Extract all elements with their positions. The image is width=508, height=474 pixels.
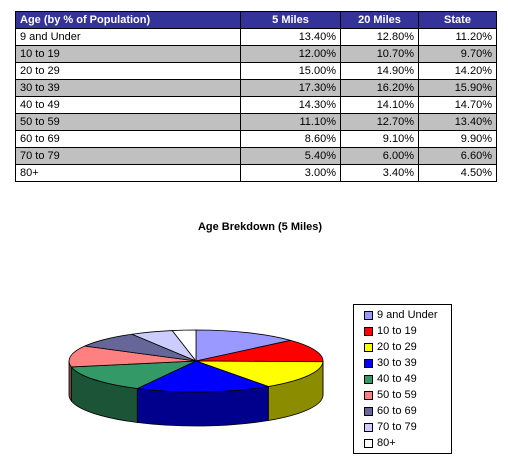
table-body: 9 and Under 13.40% 12.80% 11.20% 10 to 19 12.… (15, 28, 497, 182)
age-table: Age (by % of Population) 5 Miles 20 Mile… (15, 11, 497, 182)
cell-20-miles: 10.70% (340, 45, 419, 63)
legend-item: 80+ (354, 435, 451, 451)
cell-20-miles: 16.20% (340, 79, 419, 97)
pie-side-30-to-39 (136, 386, 269, 427)
legend-swatch (364, 326, 373, 336)
pie-slice-20-to-29 (195, 360, 324, 387)
legend-item: 9 and Under (354, 307, 451, 323)
table-row: 80+ 3.00% 3.40% 4.50% (15, 164, 497, 182)
cell-age: 30 to 39 (15, 79, 241, 97)
legend-label: 30 to 39 (377, 357, 417, 369)
cell-5-miles: 13.40% (240, 28, 341, 46)
cell-age: 10 to 19 (15, 45, 241, 63)
cell-20-miles: 12.80% (340, 28, 419, 46)
cell-state: 14.20% (418, 62, 497, 80)
legend-item: 10 to 19 (354, 323, 451, 339)
cell-state: 15.90% (418, 79, 497, 97)
cell-20-miles: 14.90% (340, 62, 419, 80)
legend-swatch (364, 310, 373, 320)
pie-slice-10-to-19 (195, 339, 324, 363)
legend-label: 80+ (377, 437, 396, 449)
cell-5-miles: 14.30% (240, 96, 341, 114)
table-row: 60 to 69 8.60% 9.10% 9.90% (15, 130, 497, 148)
legend-item: 20 to 29 (354, 339, 451, 355)
cell-age: 20 to 29 (15, 62, 241, 80)
cell-5-miles: 17.30% (240, 79, 341, 97)
header-age: Age (by % of Population) (15, 11, 241, 29)
cell-state: 4.50% (418, 164, 497, 182)
legend-swatch (364, 390, 373, 400)
legend-swatch (364, 438, 373, 448)
table-row: 20 to 29 15.00% 14.90% 14.20% (15, 62, 497, 80)
cell-5-miles: 5.40% (240, 147, 341, 165)
legend-item: 40 to 49 (354, 371, 451, 387)
legend-label: 20 to 29 (377, 341, 417, 353)
table-row: 50 to 59 11.10% 12.70% 13.40% (15, 113, 497, 131)
table-row: 30 to 39 17.30% 16.20% 15.90% (15, 79, 497, 97)
legend-label: 40 to 49 (377, 373, 417, 385)
cell-5-miles: 3.00% (240, 164, 341, 182)
cell-age: 9 and Under (15, 28, 241, 46)
legend-swatch (364, 342, 373, 352)
pie-slice-30-to-39 (135, 360, 270, 393)
pie-slice-80- (171, 329, 197, 363)
legend-label: 50 to 59 (377, 389, 417, 401)
cell-state: 6.60% (418, 147, 497, 165)
legend-label: 60 to 69 (377, 405, 417, 417)
pie-slice-50-to-59 (68, 345, 197, 368)
chart-title: Age Brekdown (5 Miles) (197, 221, 323, 233)
table-header-row: Age (by % of Population) 5 Miles 20 Mile… (15, 11, 497, 29)
header-20-miles: 20 Miles (340, 11, 419, 29)
table-row: 10 to 19 12.00% 10.70% 9.70% (15, 45, 497, 63)
legend-label: 9 and Under (377, 309, 438, 321)
legend-label: 70 to 79 (377, 421, 417, 433)
legend-swatch (364, 422, 373, 432)
chart-legend: 9 and Under 10 to 19 20 to 29 30 to 39 40 to… (353, 304, 452, 454)
pie-slice-9-and-under (195, 329, 291, 362)
cell-state: 14.70% (418, 96, 497, 114)
table-row: 40 to 49 14.30% 14.10% 14.70% (15, 96, 497, 114)
legend-swatch (364, 374, 373, 384)
legend-swatch (364, 406, 373, 416)
legend-swatch (364, 358, 373, 368)
legend-item: 50 to 59 (354, 387, 451, 403)
cell-20-miles: 3.40% (340, 164, 419, 182)
cell-state: 13.40% (418, 113, 497, 131)
legend-item: 70 to 79 (354, 419, 451, 435)
legend-item: 60 to 69 (354, 403, 451, 419)
pie-slice-40-to-49 (70, 360, 197, 389)
cell-age: 80+ (15, 164, 241, 182)
cell-5-miles: 15.00% (240, 62, 341, 80)
cell-20-miles: 12.70% (340, 113, 419, 131)
header-5-miles: 5 Miles (240, 11, 341, 29)
legend-item: 30 to 39 (354, 355, 451, 371)
legend-label: 10 to 19 (377, 325, 417, 337)
